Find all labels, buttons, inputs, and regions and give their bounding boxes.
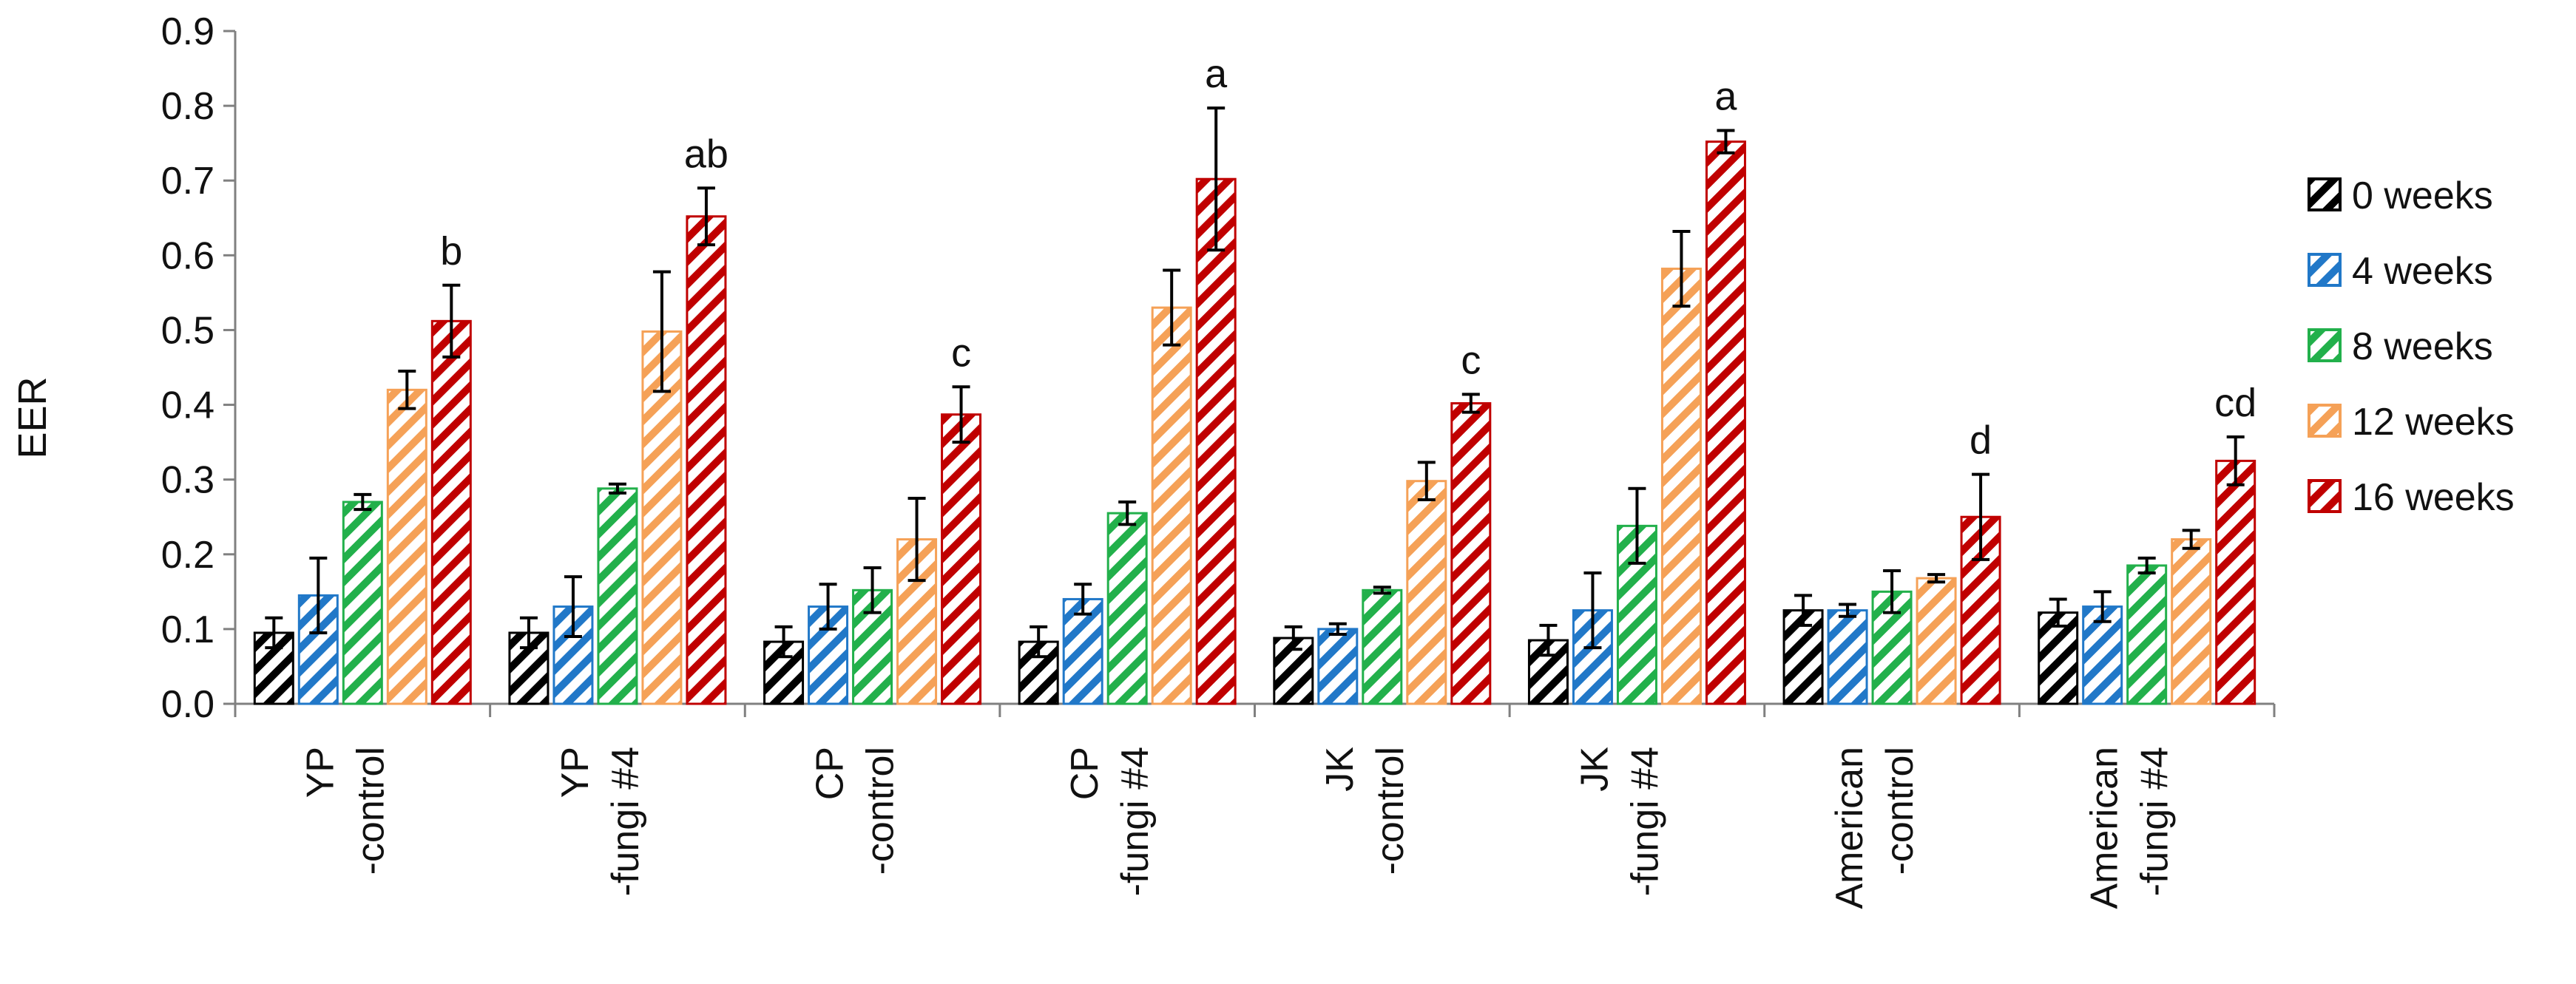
y-tick-label: 0.2	[161, 534, 214, 577]
significance-letters: b ab c a c a d cd	[440, 52, 2256, 462]
bar	[1151, 306, 1192, 705]
legend-label: 16 weeks	[2352, 476, 2515, 519]
legend: 0 weeks 4 weeks 8 weeks 12 weeks 16 weeks	[2308, 174, 2515, 519]
bar	[2215, 459, 2256, 705]
bar	[2126, 564, 2168, 705]
legend-swatch	[2308, 404, 2342, 438]
y-axis: 0.0 0.1 0.2 0.3 0.4 0.5 0.6 0.7 0.8 0.9	[161, 10, 237, 726]
bar	[641, 330, 683, 705]
y-tick-label: 0.9	[161, 10, 214, 53]
x-category-label: American	[2083, 747, 2126, 909]
x-category-label: JK	[1573, 747, 1616, 792]
bar	[386, 388, 427, 705]
y-tick-label: 0.5	[161, 309, 214, 352]
x-category-label: -fungi #4	[604, 747, 647, 896]
legend-label: 8 weeks	[2352, 325, 2493, 368]
legend-swatch	[2308, 479, 2342, 513]
significance-letter: cd	[2214, 381, 2256, 425]
y-tick-label: 0.4	[161, 384, 214, 427]
significance-letter: ab	[684, 132, 728, 176]
bar	[1827, 609, 1868, 705]
y-tick-label: 0.1	[161, 608, 214, 651]
x-category-label: CP	[809, 747, 852, 800]
significance-letter: b	[440, 229, 462, 274]
bar	[430, 319, 472, 705]
x-category-label: American	[1828, 747, 1871, 909]
bar	[2171, 538, 2212, 705]
bar	[1317, 628, 1359, 705]
x-category-label: -fungi #4	[1623, 747, 1666, 896]
bar	[1362, 588, 1403, 705]
legend-swatch	[2308, 177, 2342, 211]
bar	[1450, 402, 1492, 705]
legend-swatch	[2308, 253, 2342, 287]
significance-letter: a	[1205, 52, 1228, 96]
y-tick-label: 0.7	[161, 160, 214, 203]
bar	[597, 487, 638, 705]
legend-label: 4 weeks	[2352, 250, 2493, 293]
x-category-label: JK	[1319, 747, 1362, 792]
bar	[1705, 140, 1746, 705]
legend-label: 0 weeks	[2352, 174, 2493, 217]
legend-label: 12 weeks	[2352, 401, 2515, 444]
legend-swatch	[2308, 328, 2342, 362]
significance-letter: c	[951, 330, 971, 375]
y-tick-label: 0.3	[161, 459, 214, 502]
x-category-label: -control	[349, 747, 392, 875]
bar	[342, 501, 383, 705]
significance-letter: d	[1970, 418, 1992, 463]
bar	[1406, 480, 1447, 705]
bar	[686, 215, 727, 705]
x-category-label: -control	[1369, 747, 1412, 875]
significance-letter: a	[1714, 74, 1737, 118]
x-axis: YP -control YP -fungi #4 CP -control CP -fungi …	[234, 702, 2276, 909]
bar	[1106, 512, 1148, 705]
bar	[1660, 268, 1702, 705]
y-tick-label: 0.8	[161, 85, 214, 128]
x-category-label: CP	[1064, 747, 1106, 800]
x-category-label: -fungi #4	[2134, 747, 2177, 896]
y-tick-label: 0.0	[161, 683, 214, 726]
x-category-label: -fungi #4	[1114, 747, 1157, 896]
significance-letter: c	[1461, 338, 1481, 382]
bar	[941, 413, 982, 705]
bar	[1195, 177, 1237, 705]
bar	[1916, 577, 1957, 705]
x-category-label: -control	[859, 747, 902, 875]
x-category-label: -control	[1879, 747, 1921, 875]
error-bars	[265, 106, 2245, 659]
y-axis-title: EER	[10, 376, 55, 458]
y-tick-label: 0.6	[161, 234, 214, 277]
x-category-label: YP	[554, 747, 597, 798]
x-category-label: YP	[299, 747, 342, 798]
bars	[253, 140, 2256, 705]
